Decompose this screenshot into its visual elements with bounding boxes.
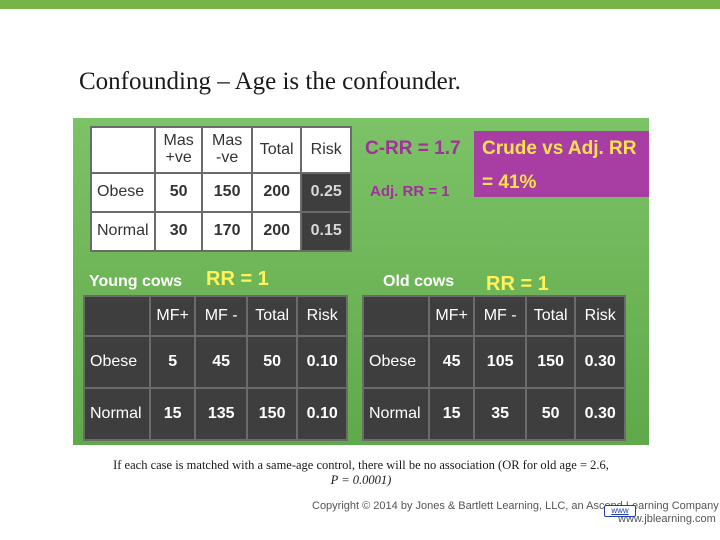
table-cell: 50 — [524, 387, 577, 441]
table-row: Obese 5 45 50 0.10 — [83, 335, 348, 389]
comparison-value: = 41% — [482, 172, 537, 193]
comparison-box: Crude vs Adj. RR = 41% — [474, 131, 649, 197]
risk-cell: 0.10 — [296, 335, 348, 389]
table-cell: 200 — [250, 211, 303, 252]
table-header: Risk — [296, 295, 348, 337]
table-cell: 50 — [245, 335, 299, 389]
table-header-row: MF+ MF - Total Risk — [83, 295, 348, 337]
web-link-button[interactable]: www — [604, 505, 636, 517]
table-header: MF+ — [148, 295, 197, 337]
figure-caption: If each case is matched with a same-age … — [73, 458, 649, 488]
caption-line: If each case is matched with a same-age … — [113, 458, 609, 472]
table-header: MF - — [194, 295, 248, 337]
old-cows-table: MF+ MF - Total Risk Obese 45 105 150 0.3… — [362, 295, 626, 441]
table-row: Obese 50 150 200 0.25 — [90, 172, 352, 213]
table-header: Risk — [300, 126, 352, 174]
top-accent-bar — [0, 0, 720, 9]
risk-cell: 0.25 — [300, 172, 352, 213]
row-label: Obese — [362, 335, 430, 389]
table-cell: 5 — [148, 335, 197, 389]
table-cell: 170 — [201, 211, 253, 252]
row-label: Normal — [83, 387, 151, 441]
table-cell: 150 — [201, 172, 253, 213]
site-url: www.jblearning.com — [618, 513, 716, 525]
caption-line: P = 0.0001) — [330, 473, 392, 487]
young-rr-label: RR = 1 — [206, 268, 269, 290]
table-cell: 150 — [245, 387, 299, 441]
copyright-notice: Copyright © 2014 by Jones & Bartlett Lea… — [312, 500, 719, 512]
row-label: Obese — [83, 335, 151, 389]
row-label: Normal — [90, 211, 156, 252]
table-cell: 50 — [153, 172, 204, 213]
table-corner-cell — [90, 126, 156, 174]
table-header: Total — [250, 126, 303, 174]
table-header: Total — [245, 295, 299, 337]
table-header: MF+ — [427, 295, 476, 337]
table-cell: 35 — [473, 387, 527, 441]
adjusted-rr-label: Adj. RR = 1 — [370, 183, 450, 200]
table-corner-cell — [83, 295, 151, 337]
crude-table: Mas +ve Mas -ve Total Risk Obese 50 150 … — [90, 126, 352, 252]
table-row: Obese 45 105 150 0.30 — [362, 335, 626, 389]
table-cell: 15 — [148, 387, 197, 441]
table-header-row: Mas +ve Mas -ve Total Risk — [90, 126, 352, 174]
table-header: Mas +ve — [153, 126, 204, 174]
risk-cell: 0.30 — [574, 387, 626, 441]
table-cell: 15 — [427, 387, 476, 441]
table-row: Normal 15 35 50 0.30 — [362, 387, 626, 441]
table-row: Normal 30 170 200 0.15 — [90, 211, 352, 252]
old-rr-label: RR = 1 — [486, 273, 549, 295]
table-cell: 30 — [153, 211, 204, 252]
risk-cell: 0.10 — [296, 387, 348, 441]
table-row: Normal 15 135 150 0.10 — [83, 387, 348, 441]
table-corner-cell — [362, 295, 430, 337]
row-label: Obese — [90, 172, 156, 213]
risk-cell: 0.15 — [300, 211, 352, 252]
table-header: MF - — [473, 295, 527, 337]
comparison-title: Crude vs Adj. RR — [482, 138, 637, 159]
table-cell: 45 — [194, 335, 248, 389]
table-header: Risk — [574, 295, 626, 337]
table-header: Mas -ve — [201, 126, 253, 174]
table-cell: 150 — [524, 335, 577, 389]
table-header-row: MF+ MF - Total Risk — [362, 295, 626, 337]
slide-title: Confounding – Age is the confounder. — [79, 68, 461, 95]
table-cell: 105 — [473, 335, 527, 389]
crude-rr-label: C-RR = 1.7 — [365, 138, 461, 159]
table-cell: 135 — [194, 387, 248, 441]
table-cell: 200 — [250, 172, 303, 213]
young-cows-table: MF+ MF - Total Risk Obese 5 45 50 0.10 N… — [83, 295, 348, 441]
young-cows-label: Young cows — [89, 273, 183, 290]
table-cell: 45 — [427, 335, 476, 389]
old-cows-label: Old cows — [383, 273, 455, 290]
row-label: Normal — [362, 387, 430, 441]
table-header: Total — [524, 295, 577, 337]
risk-cell: 0.30 — [574, 335, 626, 389]
